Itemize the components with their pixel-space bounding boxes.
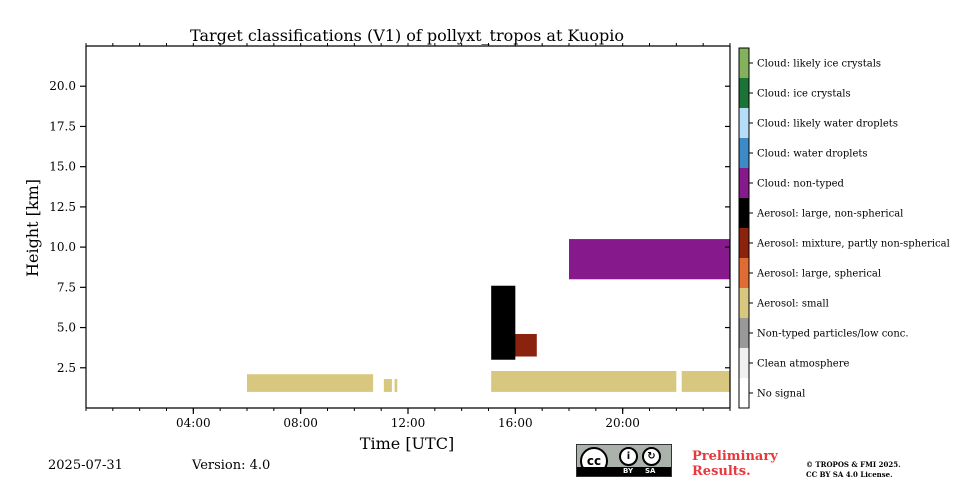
classification-layer (247, 239, 730, 392)
x-axis-label: Time [UTC] (360, 434, 454, 453)
colorbar-label-cloud-water-droplets: Cloud: water droplets (757, 149, 868, 160)
colorbar-swatch-aerosol-small (739, 288, 749, 318)
x-tick-label: 12:00 (391, 416, 426, 430)
colorbar-swatch-cloud-ice-crystals (739, 78, 749, 108)
colorbar-label-aerosol-small: Aerosol: small (756, 299, 829, 310)
colorbar-label-non-typed-particles-low-conc: Non-typed particles/low conc. (757, 329, 909, 340)
colorbar-label-aerosol-mixture-partly-non-spherical: Aerosol: mixture, partly non-spherical (756, 239, 950, 250)
y-tick-label: 17.5 (49, 119, 76, 133)
y-tick-label: 5.0 (57, 321, 76, 335)
share-alike-icon: ↻ (642, 447, 661, 466)
license-by-text: BY (623, 467, 634, 475)
colorbar-label-cloud-non-typed: Cloud: non-typed (757, 179, 845, 190)
colorbar-frame (738, 47, 750, 409)
colorbar-label-cloud-ice-crystals: Cloud: ice crystals (757, 89, 851, 100)
y-tick-label: 7.5 (57, 280, 76, 294)
colorbar-label-aerosol-large-spherical: Aerosol: large, spherical (756, 269, 881, 280)
y-tick-label: 2.5 (57, 361, 76, 375)
colorbar-swatch-cloud-likely-water-droplets (739, 108, 749, 138)
colorbar: No signal Clean atmosphere Non-typed parti… (738, 47, 950, 409)
x-tick-label: 04:00 (176, 416, 211, 430)
colorbar-swatch-no-signal (739, 378, 749, 408)
y-axis-label: Height [km] (23, 179, 42, 277)
date-label: 2025-07-31 (48, 458, 123, 473)
y-tick-label: 20.0 (49, 79, 76, 93)
colorbar-swatch-cloud-non-typed (739, 168, 749, 198)
chart-title: Target classifications (V1) of pollyxt_t… (190, 26, 624, 45)
preliminary-note: Preliminary Results. (692, 449, 778, 479)
colorbar-label-cloud-likely-water-droplets: Cloud: likely water droplets (757, 119, 898, 130)
region-cloud-non-typed-7 (569, 239, 730, 280)
colorbar-label-aerosol-large-non-spherical: Aerosol: large, non-spherical (756, 209, 903, 220)
preliminary-line-2: Results. (692, 464, 751, 479)
region-aerosol-large-non-spherical-6 (491, 285, 516, 360)
colorbar-swatch-cloud-likely-ice-crystals (739, 48, 749, 78)
version-label: Version: 4.0 (192, 458, 271, 473)
y-tick-label: 15.0 (49, 160, 76, 174)
person-icon: i (619, 447, 638, 466)
region-aerosol-small-3 (491, 370, 677, 392)
colorbar-swatch-non-typed-particles-low-conc (739, 318, 749, 348)
y-tick-label: 10.0 (49, 240, 76, 254)
region-aerosol-small-2 (394, 379, 398, 392)
colorbar-swatch-cloud-water-droplets (739, 138, 749, 168)
license-strip (577, 467, 671, 476)
colorbar-label-no-signal: No signal (757, 389, 805, 400)
y-tick-label: 12.5 (49, 200, 76, 214)
region-aerosol-small-0 (247, 374, 374, 392)
colorbar-swatch-aerosol-large-spherical (739, 258, 749, 288)
x-tick-label: 20:00 (605, 416, 640, 430)
region-aerosol-small-4 (681, 370, 730, 392)
colorbar-swatch-aerosol-mixture-partly-non-spherical (739, 228, 749, 258)
colorbar-swatch-clean-atmosphere (739, 348, 749, 378)
axes: 04:00 08:00 12:00 16:00 20:00 2.5 5.0 7.5 10.0 12… (49, 43, 731, 430)
license-sa-text: SA (645, 467, 656, 475)
colorbar-label-clean-atmosphere: Clean atmosphere (757, 359, 850, 370)
colorbar-label-cloud-likely-ice-crystals: Cloud: likely ice crystals (757, 59, 881, 70)
x-tick-label: 16:00 (498, 416, 533, 430)
copyright-line-2: CC BY SA 4.0 License. (806, 470, 893, 479)
cc-license-badge: cc i ↻ BY SA (576, 444, 672, 477)
colorbar-swatch-aerosol-large-non-spherical (739, 198, 749, 228)
preliminary-line-1: Preliminary (692, 449, 778, 464)
x-tick-label: 08:00 (283, 416, 318, 430)
region-aerosol-mixture-partly-non-spherical-5 (512, 333, 537, 357)
copyright-line-1: © TROPOS & FMI 2025. (806, 460, 901, 469)
region-aerosol-small-1 (383, 379, 392, 392)
copyright-note: © TROPOS & FMI 2025. CC BY SA 4.0 Licens… (806, 460, 901, 480)
